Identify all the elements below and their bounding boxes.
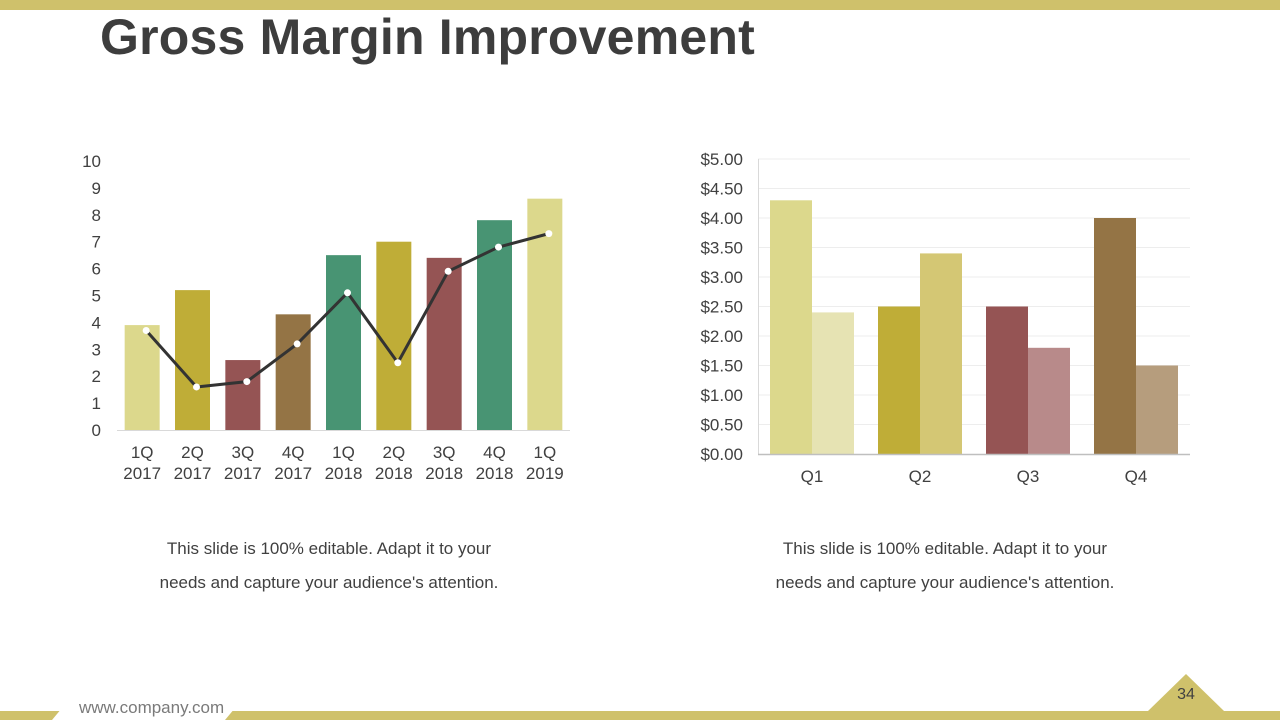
caption-left-line-2: needs and capture your audience's attent…	[159, 573, 499, 592]
x-tick-label: 2017	[174, 464, 212, 483]
y-tick-label: $3.50	[700, 239, 743, 258]
x-tick-label: 2018	[425, 464, 463, 483]
bar	[426, 257, 462, 430]
y-tick-label: 1	[92, 394, 101, 413]
y-tick-label: 9	[92, 179, 101, 198]
x-tick-label: 2017	[224, 464, 262, 483]
footer-band	[0, 711, 1280, 720]
slide-title: Gross Margin Improvement	[100, 9, 755, 65]
x-tick-label: 2018	[476, 464, 514, 483]
bar	[376, 241, 412, 430]
x-tick-label: 3Q	[433, 443, 456, 462]
page-number-triangle	[1148, 674, 1224, 711]
y-tick-label: 7	[92, 233, 101, 252]
bar	[878, 306, 920, 454]
x-tick-label: 2017	[274, 464, 312, 483]
trend-point	[344, 289, 351, 297]
page-number: 34	[1177, 686, 1195, 703]
x-tick-label: 4Q	[282, 443, 305, 462]
caption-right: This slide is 100% editable. Adapt it to…	[715, 532, 1175, 600]
trend-point	[444, 267, 452, 275]
caption-left: This slide is 100% editable. Adapt it to…	[99, 532, 559, 600]
y-tick-label: $1.50	[700, 357, 743, 376]
x-tick-label: 2018	[375, 464, 413, 483]
bar	[812, 312, 854, 454]
bar	[770, 200, 812, 454]
trend-point	[394, 359, 402, 367]
y-tick-label: $4.50	[700, 180, 743, 199]
y-tick-label: 5	[92, 287, 101, 306]
footer-url[interactable]: www.company.com	[79, 698, 225, 717]
y-tick-label: 10	[82, 152, 101, 171]
x-tick-label: Q2	[909, 467, 932, 486]
y-tick-label: 4	[92, 313, 101, 332]
y-tick-label: $2.50	[700, 298, 743, 317]
x-tick-label: 2018	[325, 464, 363, 483]
x-tick-label: 2Q	[181, 443, 204, 462]
x-tick-label: 1Q	[332, 443, 355, 462]
x-tick-label: 2019	[526, 464, 564, 483]
trend-point	[293, 340, 301, 348]
x-tick-label: 2Q	[382, 443, 405, 462]
y-tick-label: 3	[92, 340, 101, 359]
trend-point	[243, 378, 251, 386]
trend-point	[142, 326, 150, 334]
footer-url-tab	[52, 696, 245, 720]
bar	[1136, 365, 1178, 454]
y-tick-label: 8	[92, 206, 101, 225]
y-tick-label: 6	[92, 260, 101, 279]
bar	[225, 360, 261, 430]
x-tick-label: 4Q	[483, 443, 506, 462]
bar	[326, 255, 361, 430]
y-tick-label: $2.00	[700, 327, 743, 346]
x-tick-label: Q4	[1125, 467, 1148, 486]
x-tick-label: 2017	[123, 464, 161, 483]
trend-point	[545, 230, 553, 238]
x-tick-label: 1Q	[533, 443, 556, 462]
caption-right-line-1: This slide is 100% editable. Adapt it to…	[782, 539, 1108, 558]
y-tick-label: $5.00	[700, 150, 743, 169]
bar	[124, 325, 160, 430]
y-tick-label: $1.00	[700, 386, 743, 405]
y-tick-label: $3.00	[700, 268, 743, 287]
bar	[1094, 218, 1136, 454]
y-tick-label: 0	[92, 421, 101, 440]
x-tick-label: Q3	[1017, 467, 1040, 486]
bar	[175, 290, 210, 430]
x-tick-label: Q1	[801, 467, 824, 486]
trend-point	[495, 243, 502, 251]
y-tick-label: $0.50	[700, 416, 743, 435]
y-tick-label: $4.00	[700, 209, 743, 228]
x-tick-label: 3Q	[231, 443, 254, 462]
trend-point	[193, 383, 200, 391]
x-tick-label: 1Q	[131, 443, 154, 462]
bar	[1028, 347, 1070, 454]
top-accent-band	[0, 0, 1280, 10]
bar	[275, 314, 311, 430]
caption-left-line-1: This slide is 100% editable. Adapt it to…	[166, 539, 492, 558]
bar	[986, 306, 1028, 454]
y-tick-label: $0.00	[700, 445, 743, 464]
y-tick-label: 2	[92, 367, 101, 386]
caption-right-line-2: needs and capture your audience's attent…	[775, 573, 1115, 592]
bar	[920, 253, 962, 454]
